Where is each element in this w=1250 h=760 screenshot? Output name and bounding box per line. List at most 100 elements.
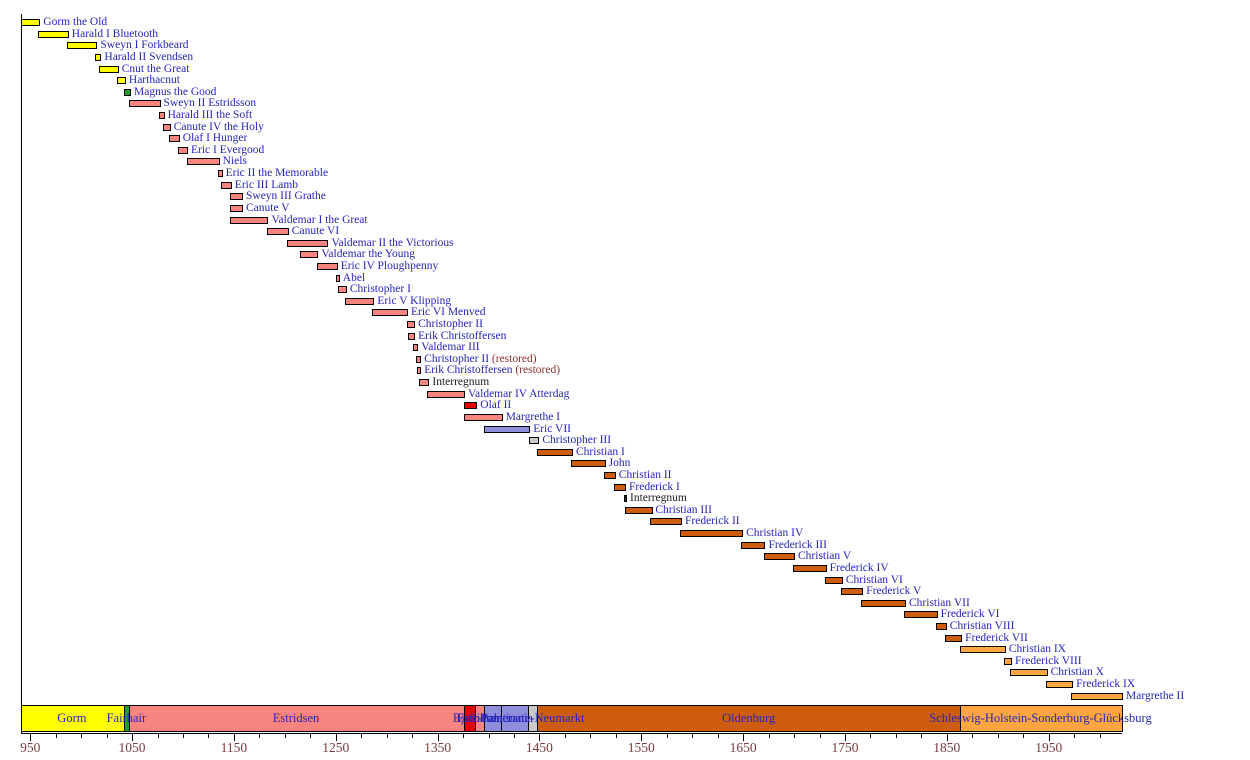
reign-bar [603, 472, 616, 479]
reign-label: Interregnum [432, 376, 489, 389]
dynasty-band-label: Bjelbo [452, 711, 487, 725]
dynasty-band-label: Estridsen [272, 711, 320, 725]
axis-minor-tick [564, 734, 566, 738]
reign-bar [741, 541, 766, 549]
reign-label: Christian IX [1009, 643, 1066, 656]
reign-bar [168, 135, 180, 143]
reign-name: Frederick III [768, 538, 827, 551]
axis-minor-tick [182, 734, 184, 738]
reign-label: Sweyn I Forkbeard [100, 39, 188, 52]
reign-bar [624, 495, 627, 503]
reign-label: Valdemar III [421, 341, 479, 354]
reign-name: Christian VIII [949, 620, 1015, 632]
reign-label: Cnut the Great [122, 63, 190, 76]
axis-tick-label: 1550 [627, 740, 655, 755]
reign-bar [935, 623, 947, 630]
reign-bar [337, 286, 347, 294]
reign-bar [537, 448, 573, 456]
axis-major-tick [437, 734, 439, 741]
axis-minor-tick [615, 734, 617, 738]
reign-label: Frederick VII [965, 632, 1028, 645]
dynasty-band-segment [960, 705, 1123, 732]
axis-major-tick [132, 734, 133, 741]
reign-bar [464, 402, 478, 410]
reign-label: Christian I [576, 446, 625, 459]
reign-label: Christian II [619, 469, 672, 482]
axis-minor-tick [208, 734, 210, 738]
reign-label: Eric II the Memorable [226, 167, 329, 180]
dynasty-band-label: Pomerania [479, 711, 534, 725]
reign-bar [116, 77, 126, 85]
reign-bar [1003, 657, 1012, 665]
axis-major-tick [1048, 734, 1050, 741]
reign-bar [417, 367, 422, 375]
reign-bar [286, 239, 329, 247]
axis-major-tick [335, 734, 337, 741]
axis-minor-tick [157, 734, 159, 738]
reign-bar [372, 309, 408, 317]
reign-name: Olaf I Hunger [182, 132, 248, 145]
axis-minor-tick [1023, 734, 1025, 738]
axis-tick-label: 1850 [933, 740, 961, 755]
axis-tick-label: 1250 [322, 740, 350, 755]
reign-bar [129, 100, 161, 108]
axis-minor-tick [386, 734, 388, 738]
reign-name: Harald II Svendsen [104, 50, 194, 63]
reign-name: Christian I [576, 445, 625, 458]
reign-restored-suffix: (restored) [512, 364, 561, 377]
reign-bar [625, 506, 653, 514]
reign-bar [229, 193, 243, 201]
reign-name: John [608, 457, 631, 470]
reign-name: Harald I Bluetooth [71, 27, 159, 40]
reign-label: Margrethe II [1126, 690, 1184, 703]
reign-label: Interregnum [630, 492, 687, 505]
reign-label: Frederick III [769, 539, 827, 552]
reign-label: Frederick IV [830, 562, 889, 575]
axis-major-tick [233, 734, 235, 741]
reign-bar [220, 181, 232, 189]
reign-bar [464, 413, 503, 421]
axis-minor-tick [692, 734, 694, 738]
reign-label: Valdemar I the Great [272, 214, 368, 227]
reign-name: Frederick VII [965, 631, 1028, 644]
reign-name: Christopher III [542, 434, 612, 447]
axis-minor-tick [819, 734, 821, 738]
reign-name: Canute VI [291, 225, 340, 238]
reign-name: Erik Christoffersen [418, 329, 507, 342]
reign-name: Magnus the Good [134, 85, 217, 98]
reign-name: Canute V [246, 201, 290, 214]
reign-bar [793, 564, 827, 572]
reign-bar [335, 274, 340, 282]
reign-label: Eric V Klipping [377, 295, 451, 308]
axis-minor-tick [972, 734, 974, 738]
reign-bar [1010, 669, 1048, 677]
reign-name: Christian II [618, 469, 672, 481]
reign-name: Valdemar II the Victorious [331, 236, 454, 249]
axis-tick-label: 1150 [220, 740, 248, 755]
axis-major-tick [641, 734, 643, 741]
reign-name: Christian VII [909, 596, 970, 609]
reign-label: Christopher II (restored) [424, 353, 536, 366]
reign-bar [484, 425, 531, 433]
reign-bar [66, 42, 98, 50]
reign-name: Margrethe II [1126, 689, 1185, 702]
axis-minor-tick [794, 734, 795, 738]
reign-name: Frederick VIII [1015, 654, 1082, 667]
reign-name: Eric II the Memorable [225, 167, 329, 179]
reign-name: Canute IV the Holy [173, 120, 264, 133]
reign-bar [177, 146, 188, 154]
reign-name: Valdemar IV Atterdag [468, 387, 570, 400]
reign-label: Canute V [246, 202, 290, 215]
reign-label: Christian VI [846, 574, 903, 587]
reign-name: Frederick V [866, 585, 922, 598]
reign-label: Christopher I [350, 283, 411, 296]
reign-bar [123, 88, 131, 96]
reign-name: Eric IV Ploughpenny [340, 259, 439, 272]
reign-name: Gorm the Old [43, 16, 108, 28]
reign-label: Erik Christoffersen (restored) [424, 364, 560, 377]
reign-label: Abel [343, 272, 365, 285]
reign-label: Olaf I Hunger [183, 132, 248, 145]
reign-name: Margrethe I [505, 410, 561, 423]
axis-minor-tick [412, 734, 414, 738]
